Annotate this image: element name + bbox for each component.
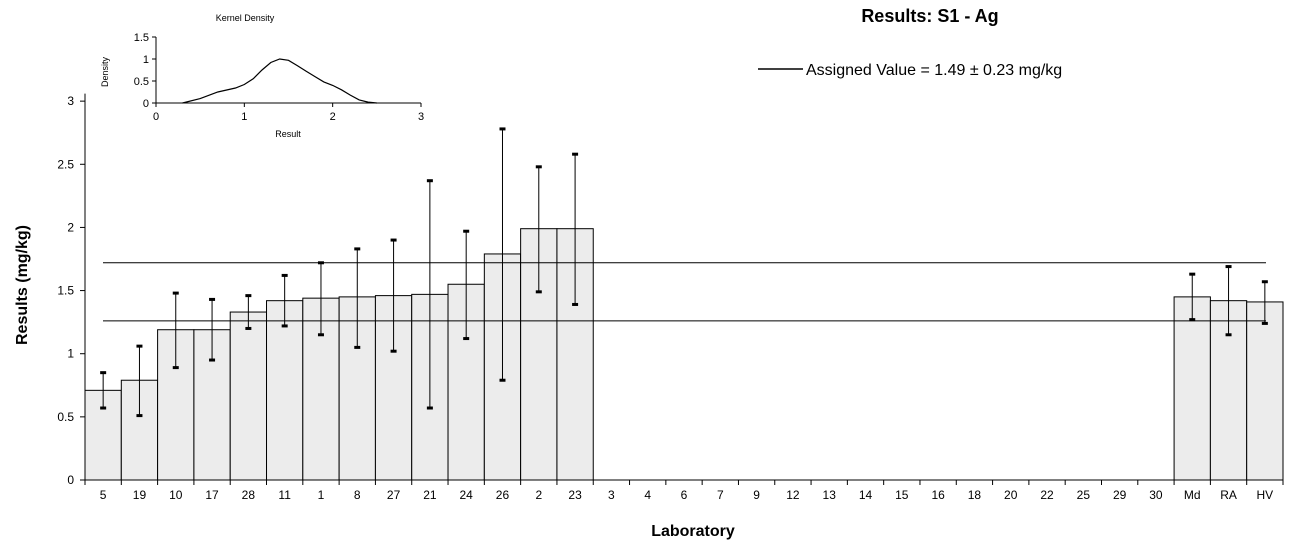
x-tick-label: 26 — [496, 488, 510, 502]
y-tick-label: 2.5 — [57, 157, 74, 171]
y-tick-label: 1.5 — [57, 284, 74, 298]
inset-y-tick-label: 1 — [143, 54, 149, 66]
x-tick-label: 25 — [1077, 488, 1091, 502]
y-axis-title: Results (mg/kg) — [14, 225, 31, 345]
x-tick-label: 27 — [387, 488, 401, 502]
x-tick-label: 10 — [169, 488, 183, 502]
x-tick-label: 2 — [535, 488, 542, 502]
x-tick-label: Md — [1184, 488, 1201, 502]
inset-x-tick-label: 0 — [153, 111, 159, 123]
inset-y-tick-label: 0 — [143, 98, 149, 110]
x-tick-label: 30 — [1149, 488, 1163, 502]
y-tick-label: 3 — [67, 94, 74, 108]
x-tick-label: HV — [1257, 488, 1274, 502]
x-tick-label: 1 — [318, 488, 325, 502]
inset-x-axis-title: Result — [275, 129, 301, 139]
x-tick-label: 6 — [681, 488, 688, 502]
x-tick-label: 9 — [753, 488, 760, 502]
x-tick-label: 24 — [460, 488, 474, 502]
density-curve — [182, 58, 377, 104]
inset-x-tick-label: 3 — [418, 111, 424, 123]
x-tick-label: 19 — [133, 488, 147, 502]
y-tick-label: 2 — [67, 220, 74, 234]
inset-y-tick-label: 0.5 — [134, 76, 149, 88]
x-tick-label: 17 — [205, 488, 219, 502]
legend-value-text: = 1.49 ± 0.23 mg/kg — [916, 62, 1062, 79]
inset-y-tick-label: 1.5 — [134, 32, 149, 44]
bar — [266, 300, 304, 481]
chart-title: Results: S1 - Ag — [861, 6, 998, 26]
main-plot-area: 00.511.522.535 19 10 17 28 11 1 8 27 21 24 26 2 23 3 4 6… — [57, 93, 1284, 502]
x-tick-label: 28 — [242, 488, 256, 502]
x-tick-label: 11 — [278, 488, 291, 502]
x-tick-label: 5 — [100, 488, 107, 502]
x-tick-label: RA — [1220, 488, 1237, 502]
inset-x-tick-label: 2 — [330, 111, 336, 123]
x-tick-label: 14 — [859, 488, 873, 502]
bar — [1246, 301, 1284, 481]
x-tick-label: 16 — [931, 488, 945, 502]
legend-label: Assigned Value = 1.49 ± 0.23 mg/kg — [806, 62, 1062, 79]
inset-title: Kernel Density — [216, 13, 275, 23]
x-axis-title: Laboratory — [651, 523, 735, 540]
legend: Assigned Value = 1.49 ± 0.23 mg/kg — [758, 62, 1062, 79]
x-tick-label: 29 — [1113, 488, 1127, 502]
inset-plot-area: 0 0.5 1 1.5 0 1 2 3 — [134, 32, 424, 123]
x-tick-label: 15 — [895, 488, 909, 502]
x-tick-label: 21 — [423, 488, 437, 502]
x-tick-label: 12 — [786, 488, 800, 502]
x-tick-label: 4 — [644, 488, 651, 502]
inset-y-axis-title: Density — [100, 56, 110, 87]
x-tick-label: 18 — [968, 488, 982, 502]
bar — [229, 311, 268, 481]
bar — [1173, 296, 1211, 481]
x-tick-label: 13 — [823, 488, 837, 502]
y-tick-label: 1 — [67, 347, 74, 361]
kernel-density-inset: Kernel Density Result Density 0 0.5 1 1.5 0 1… — [100, 13, 424, 139]
x-tick-label: 7 — [717, 488, 724, 502]
x-tick-label: 8 — [354, 488, 361, 502]
x-tick-label: 23 — [568, 488, 582, 502]
y-tick-label: 0.5 — [57, 410, 74, 424]
legend-series-name: Assigned Value — [806, 62, 916, 79]
inset-x-tick-label: 1 — [241, 111, 247, 123]
x-tick-label: 3 — [608, 488, 615, 502]
y-tick-label: 0 — [67, 473, 74, 487]
x-tick-label: 22 — [1040, 488, 1054, 502]
x-tick-label: 20 — [1004, 488, 1018, 502]
